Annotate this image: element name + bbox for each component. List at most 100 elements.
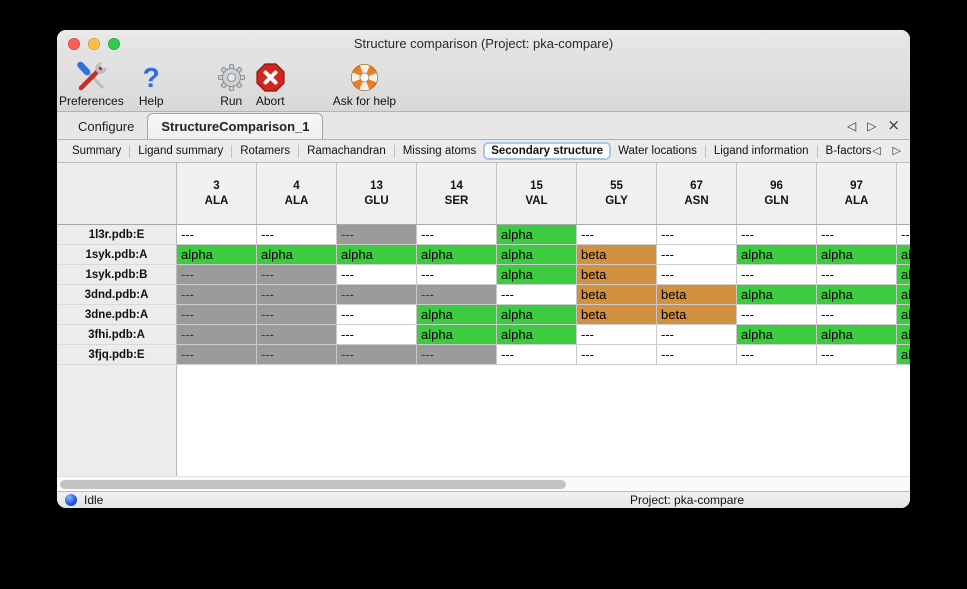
horizontal-scrollbar[interactable] bbox=[57, 476, 910, 491]
ss-cell[interactable]: --- bbox=[337, 305, 417, 325]
ss-cell[interactable]: alpha bbox=[897, 345, 910, 365]
ss-cell[interactable]: --- bbox=[417, 285, 497, 305]
row-label[interactable]: 3fhi.pdb:A bbox=[57, 325, 177, 345]
subtab-rotamers[interactable]: Rotamers bbox=[240, 145, 291, 157]
ss-cell[interactable]: alpha bbox=[897, 285, 910, 305]
ss-cell[interactable]: beta bbox=[577, 265, 657, 285]
row-label[interactable]: 1l3r.pdb:E bbox=[57, 225, 177, 245]
ss-cell[interactable]: alpha bbox=[177, 245, 257, 265]
column-header[interactable]: 96 GLN bbox=[737, 163, 817, 225]
ss-cell[interactable]: alpha bbox=[497, 265, 577, 285]
ss-cell[interactable]: --- bbox=[817, 305, 897, 325]
minimize-window-button[interactable] bbox=[88, 38, 100, 50]
subtab-ramachandran[interactable]: Ramachandran bbox=[307, 145, 386, 157]
column-header[interactable]: 55 GLY bbox=[577, 163, 657, 225]
zoom-window-button[interactable] bbox=[108, 38, 120, 50]
close-window-button[interactable] bbox=[68, 38, 80, 50]
subtab-ligand-summary[interactable]: Ligand summary bbox=[138, 145, 224, 157]
column-header[interactable]: 3 ALA bbox=[177, 163, 257, 225]
row-label[interactable]: 3dnd.pdb:A bbox=[57, 285, 177, 305]
ss-cell[interactable]: beta bbox=[657, 285, 737, 305]
row-label[interactable]: 1syk.pdb:A bbox=[57, 245, 177, 265]
ss-cell[interactable]: alpha bbox=[497, 225, 577, 245]
ss-cell[interactable]: alpha bbox=[417, 325, 497, 345]
ss-cell[interactable]: --- bbox=[737, 305, 817, 325]
ss-cell[interactable]: --- bbox=[817, 265, 897, 285]
ss-cell[interactable]: --- bbox=[497, 285, 577, 305]
ss-cell[interactable]: --- bbox=[337, 325, 417, 345]
subtab-summary[interactable]: Summary bbox=[72, 145, 122, 157]
tab-scroll-right-icon[interactable]: ▷ bbox=[867, 119, 877, 133]
subtab-scroll-right-icon[interactable]: ▷ bbox=[892, 144, 901, 157]
ss-cell[interactable]: alpha bbox=[417, 305, 497, 325]
ss-cell[interactable]: alpha bbox=[257, 245, 337, 265]
run-button[interactable]: Run bbox=[215, 61, 248, 108]
ss-cell[interactable]: alpha bbox=[897, 305, 910, 325]
subtab-missing-atoms[interactable]: Missing atoms bbox=[402, 145, 477, 157]
ss-cell[interactable]: --- bbox=[177, 225, 257, 245]
ss-cell[interactable]: alpha bbox=[737, 325, 817, 345]
ss-cell[interactable]: --- bbox=[657, 225, 737, 245]
ss-cell[interactable]: --- bbox=[257, 325, 337, 345]
tab-structurecomparison-1[interactable]: StructureComparison_1 bbox=[147, 113, 324, 139]
ss-cell[interactable]: alpha bbox=[737, 285, 817, 305]
ss-cell[interactable]: --- bbox=[737, 265, 817, 285]
ss-cell[interactable]: alpha bbox=[897, 245, 910, 265]
ss-cell[interactable]: --- bbox=[337, 345, 417, 365]
ss-cell[interactable]: --- bbox=[417, 265, 497, 285]
ss-cell[interactable]: alpha bbox=[817, 325, 897, 345]
ss-cell[interactable]: --- bbox=[257, 225, 337, 245]
ss-cell[interactable]: --- bbox=[177, 345, 257, 365]
ss-cell[interactable]: beta bbox=[657, 305, 737, 325]
ss-cell[interactable]: --- bbox=[577, 345, 657, 365]
row-label[interactable]: 1syk.pdb:B bbox=[57, 265, 177, 285]
tab-scroll-left-icon[interactable]: ◁ bbox=[846, 119, 857, 133]
ss-cell[interactable]: --- bbox=[337, 285, 417, 305]
preferences-button[interactable]: Preferences bbox=[59, 61, 124, 108]
ss-cell[interactable]: --- bbox=[257, 265, 337, 285]
subtab-b-factors[interactable]: B-factors bbox=[825, 145, 872, 157]
ss-cell[interactable]: --- bbox=[817, 225, 897, 245]
abort-button[interactable]: Abort bbox=[254, 61, 287, 108]
ss-cell[interactable]: --- bbox=[497, 345, 577, 365]
subtab-secondary-structure[interactable]: Secondary structure bbox=[483, 142, 612, 160]
ss-cell[interactable]: --- bbox=[337, 225, 417, 245]
ss-cell[interactable]: --- bbox=[817, 345, 897, 365]
ss-cell[interactable]: --- bbox=[417, 345, 497, 365]
help-button[interactable]: ? Help bbox=[135, 61, 168, 108]
ss-cell[interactable]: --- bbox=[257, 285, 337, 305]
ss-cell[interactable]: alpha bbox=[897, 325, 910, 345]
ss-cell[interactable]: beta bbox=[577, 285, 657, 305]
ss-cell[interactable]: --- bbox=[657, 345, 737, 365]
tab-configure[interactable]: Configure bbox=[78, 119, 135, 134]
ss-cell[interactable]: --- bbox=[737, 225, 817, 245]
ss-cell[interactable]: alpha bbox=[497, 325, 577, 345]
subtab-scroll-left-icon[interactable]: ◁ bbox=[872, 144, 881, 157]
ss-cell[interactable]: --- bbox=[257, 305, 337, 325]
ss-cell[interactable]: --- bbox=[657, 245, 737, 265]
ss-cell[interactable]: --- bbox=[177, 325, 257, 345]
ss-cell[interactable]: alpha bbox=[817, 245, 897, 265]
ss-cell[interactable]: --- bbox=[177, 305, 257, 325]
scrollbar-thumb[interactable] bbox=[60, 480, 566, 489]
ss-cell[interactable]: alpha bbox=[897, 265, 910, 285]
column-header[interactable]: 14 SER bbox=[417, 163, 497, 225]
ss-cell[interactable]: --- bbox=[177, 265, 257, 285]
column-header[interactable]: 4 ALA bbox=[257, 163, 337, 225]
subtab-water-locations[interactable]: Water locations bbox=[618, 145, 697, 157]
subtab-ligand-information[interactable]: Ligand information bbox=[713, 145, 809, 157]
ss-cell[interactable]: beta bbox=[577, 305, 657, 325]
ss-cell[interactable]: --- bbox=[417, 225, 497, 245]
ss-cell[interactable]: --- bbox=[657, 265, 737, 285]
ss-cell[interactable]: alpha bbox=[497, 245, 577, 265]
column-header[interactable]: 67 ASN bbox=[657, 163, 737, 225]
ss-cell[interactable]: alpha bbox=[417, 245, 497, 265]
column-header[interactable]: 97 ALA bbox=[817, 163, 897, 225]
ss-cell[interactable]: --- bbox=[177, 285, 257, 305]
column-header[interactable]: 15 VAL bbox=[497, 163, 577, 225]
ss-cell[interactable]: --- bbox=[337, 265, 417, 285]
ask-for-help-button[interactable]: Ask for help bbox=[333, 61, 396, 108]
ss-cell[interactable]: alpha bbox=[497, 305, 577, 325]
ss-cell[interactable]: alpha bbox=[337, 245, 417, 265]
ss-cell[interactable]: beta bbox=[577, 245, 657, 265]
